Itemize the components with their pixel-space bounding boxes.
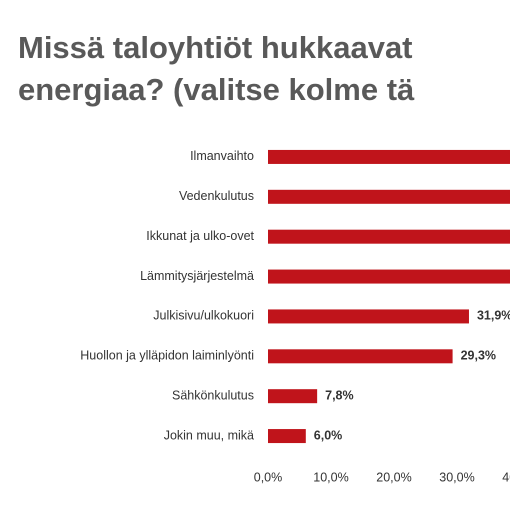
- x-tick-label: 30,0%: [439, 470, 474, 484]
- value-label: 31,9%: [477, 309, 510, 323]
- category-label: Ikkunat ja ulko-ovet: [146, 229, 254, 243]
- bar: [268, 389, 318, 404]
- value-label: 7,8%: [325, 388, 354, 402]
- chart-title: Missä taloyhtiöt hukkaavat: [18, 30, 413, 65]
- x-tick-label: 10,0%: [313, 470, 348, 484]
- category-label: Huollon ja ylläpidon laiminlyönti: [80, 349, 254, 363]
- category-label: Lämmitysjärjestelmä: [140, 269, 254, 283]
- bar: [268, 429, 306, 444]
- x-tick-label: 40,0%: [502, 470, 510, 484]
- value-label: 29,3%: [461, 349, 496, 363]
- category-label: Sähkönkulutus: [172, 388, 254, 402]
- bar: [268, 269, 510, 284]
- bar: [268, 229, 510, 244]
- category-label: Ilmanvaihto: [190, 149, 254, 163]
- category-label: Vedenkulutus: [179, 189, 254, 203]
- bar: [268, 189, 510, 204]
- bar: [268, 309, 469, 324]
- x-tick-label: 20,0%: [376, 470, 411, 484]
- category-label: Julkisivu/ulkokuori: [153, 309, 254, 323]
- bar: [268, 149, 510, 164]
- value-label: 6,0%: [314, 428, 343, 442]
- x-tick-label: 0,0%: [254, 470, 283, 484]
- category-label: Jokin muu, mikä: [164, 428, 254, 442]
- bar: [268, 349, 453, 364]
- chart-title: energiaa? (valitse kolme tä: [18, 72, 415, 107]
